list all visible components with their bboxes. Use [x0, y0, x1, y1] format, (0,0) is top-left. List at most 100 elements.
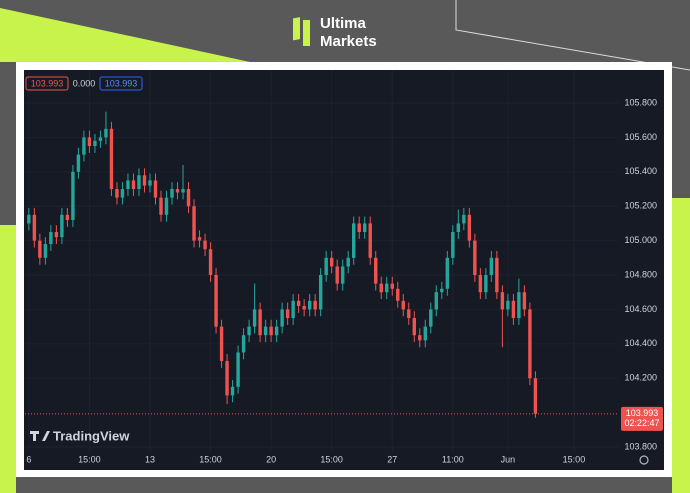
watermark: TradingView	[30, 428, 130, 443]
x-tick-label: 6	[26, 454, 31, 464]
x-tick-label: Jun	[501, 454, 516, 464]
logo-text: Markets	[320, 33, 377, 50]
logo-icon	[293, 17, 300, 41]
candle-body	[252, 309, 257, 327]
x-tick-label: 11:00	[442, 454, 464, 464]
candle-body	[230, 386, 235, 396]
candle-body	[352, 223, 356, 258]
candle-body	[390, 283, 394, 289]
candle-body	[429, 309, 433, 327]
x-tick-label: 27	[387, 454, 397, 464]
watermark-icon	[33, 431, 36, 441]
candle-body	[60, 214, 64, 238]
candle-body	[208, 249, 213, 276]
accent-shape	[0, 8, 250, 62]
candle-body	[418, 335, 422, 341]
candle-body	[445, 257, 450, 289]
candle-body	[495, 257, 499, 293]
candle-body	[368, 223, 372, 258]
price-label: 103.993	[626, 408, 659, 418]
candle-body	[197, 237, 202, 241]
logo-text: Ultima	[320, 15, 367, 32]
candle-body	[236, 352, 240, 387]
candle-body	[170, 189, 174, 198]
logo-icon	[303, 20, 310, 46]
y-tick-label: 105.200	[624, 201, 657, 211]
candle-body	[109, 128, 114, 190]
candle-body	[340, 266, 345, 284]
x-tick-label: 20	[266, 454, 276, 464]
y-tick-label: 104.200	[624, 373, 657, 383]
legend-value: 0.000	[73, 78, 96, 88]
candle-body	[27, 214, 31, 224]
candle-body	[478, 275, 483, 293]
candle-body	[203, 240, 207, 250]
candle-body	[396, 288, 400, 301]
candle-body	[49, 232, 53, 245]
candle-body	[533, 378, 538, 414]
candle-body	[98, 137, 103, 141]
candle-body	[137, 175, 141, 190]
candle-body	[434, 292, 439, 310]
candle-body	[517, 292, 521, 319]
candle-body	[401, 300, 405, 310]
candle-body	[506, 300, 510, 310]
candle-body	[473, 240, 477, 276]
chart: 103.800 104.200 104.400 104.600 104.800 105.0…	[25, 70, 663, 464]
candle-body	[511, 300, 516, 319]
candle-body	[76, 154, 81, 172]
candle-body	[407, 309, 411, 319]
candle-body	[296, 300, 301, 306]
candle-body	[120, 189, 125, 198]
candle-body	[467, 214, 472, 241]
candle-body	[307, 300, 312, 310]
candle-body	[291, 300, 295, 319]
x-tick-label: 13	[145, 454, 155, 464]
candle-body	[32, 214, 37, 241]
legend-value: 103.993	[31, 78, 64, 88]
candle-body	[412, 318, 416, 336]
candle-body	[346, 257, 350, 267]
y-tick-label: 105.800	[624, 97, 657, 107]
logo: Ultima Markets	[293, 15, 377, 50]
deco-line	[455, 0, 690, 71]
x-tick-label: 15:00	[563, 454, 586, 464]
y-tick-label: 105.600	[624, 132, 657, 142]
x-tick-label: 15:00	[320, 454, 343, 464]
candle-body	[43, 244, 48, 258]
legend-box	[99, 76, 143, 91]
accent-shape	[0, 225, 16, 493]
settings-icon[interactable]	[639, 455, 649, 465]
candle-body	[280, 309, 284, 327]
candle-body	[54, 232, 59, 238]
candle-body	[335, 266, 339, 284]
x-tick-label: 15:00	[199, 454, 222, 464]
candle-body	[164, 197, 169, 215]
y-tick-label: 103.800	[624, 441, 657, 451]
candle-body	[153, 180, 158, 198]
x-tick-label: 15:00	[78, 454, 101, 464]
candle-body	[302, 305, 306, 310]
candle-body	[423, 326, 427, 341]
candle-body	[324, 257, 328, 276]
candle-body	[379, 283, 383, 293]
candle-body	[462, 214, 466, 224]
candle-body	[87, 137, 92, 147]
candle-body	[500, 292, 505, 310]
price-badge	[621, 406, 663, 431]
candle-body	[489, 257, 494, 276]
candle-body	[71, 171, 75, 220]
candle-body	[214, 275, 218, 327]
candle-body	[115, 189, 119, 198]
candle-body	[451, 232, 455, 258]
candle-body	[93, 140, 97, 147]
candle-body	[175, 189, 180, 193]
candle-body	[329, 257, 334, 267]
candle-body	[247, 326, 251, 336]
accent-shape	[672, 198, 690, 493]
candle-body	[528, 309, 532, 379]
candle-body	[285, 309, 290, 319]
candle-body	[258, 309, 262, 336]
candle-body	[159, 197, 163, 215]
candle-body	[225, 361, 229, 396]
